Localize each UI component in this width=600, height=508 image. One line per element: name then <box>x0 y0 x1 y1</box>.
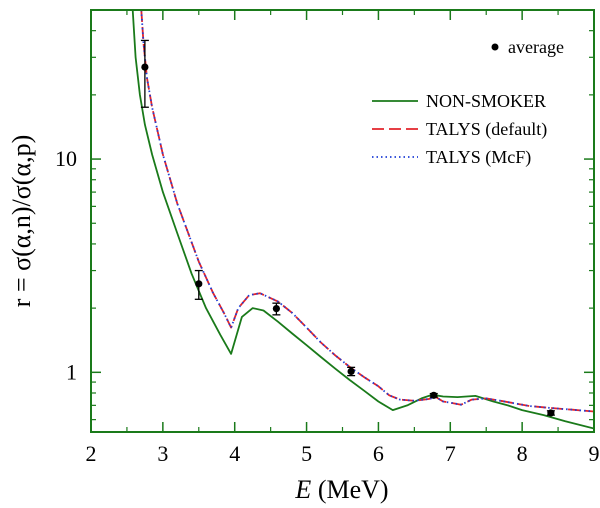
y-tick-label: 1 <box>66 359 77 384</box>
major-ticks <box>90 10 595 432</box>
legend: average NON-SMOKER TALYS (default) TALYS… <box>372 37 564 168</box>
legend-average-marker <box>491 43 499 51</box>
x-tick-label: 5 <box>301 441 312 466</box>
y-tick-label: 10 <box>55 146 77 171</box>
data-point <box>195 280 203 288</box>
x-tick-label: 9 <box>589 441 600 466</box>
points-layer <box>140 39 555 417</box>
y-axis-label: r = σ(α,n)/σ(α,p) <box>7 135 36 307</box>
x-tick-label: 2 <box>86 441 97 466</box>
data-point <box>430 391 438 399</box>
legend-talys-mcf-label: TALYS (McF) <box>426 147 531 168</box>
data-point <box>141 63 149 71</box>
x-tick-label: 8 <box>517 441 528 466</box>
minor-ticks <box>91 10 594 432</box>
x-tick-label: 4 <box>229 441 240 466</box>
x-axis-label: E (MeV) <box>294 475 388 504</box>
legend-talys-default-label: TALYS (default) <box>426 119 547 140</box>
plot-frame <box>90 9 595 433</box>
series-talys-default-line <box>140 10 594 413</box>
x-tick-label: 7 <box>445 441 456 466</box>
y-tick-labels: 1 10 <box>55 146 77 384</box>
x-tick-label: 6 <box>373 441 384 466</box>
data-point <box>547 409 555 417</box>
legend-average-label: average <box>508 37 564 57</box>
series-nonsmoker-line <box>131 10 594 430</box>
data-point <box>347 367 355 375</box>
data-point <box>272 304 280 313</box>
legend-nonsmoker-label: NON-SMOKER <box>426 91 546 111</box>
x-tick-labels: 2 3 4 5 6 7 8 9 <box>86 441 600 466</box>
x-tick-label: 3 <box>157 441 168 466</box>
series-talys-mcf-line <box>140 10 594 413</box>
series-layer <box>131 10 594 430</box>
